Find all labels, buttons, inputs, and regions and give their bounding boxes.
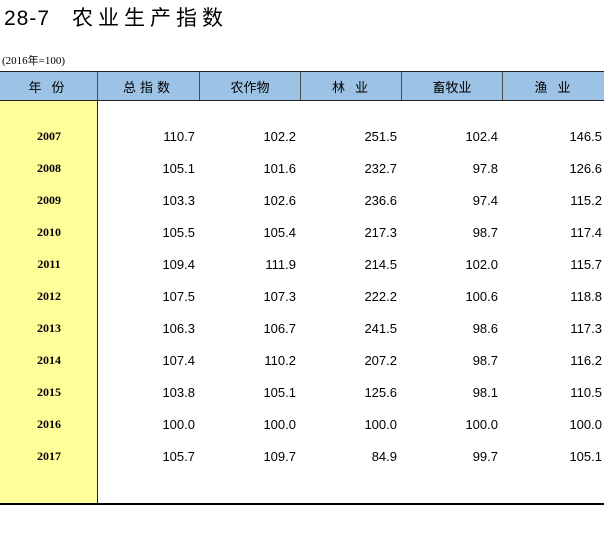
forestry-cell: 214.5 <box>364 256 397 272</box>
crops-cell: 105.4 <box>263 224 296 240</box>
total-index-cell: 103.3 <box>162 192 195 208</box>
table-body: 2007 110.7 102.2 251.5 102.4 146.5 2008 105.1 10… <box>0 120 604 472</box>
year-cell: 2007 <box>37 128 61 143</box>
fishery-cell: 110.5 <box>570 384 602 400</box>
fishery-cell: 105.1 <box>569 448 602 464</box>
table-title: 农业生产指数 <box>72 6 229 30</box>
year-cell: 2013 <box>37 320 61 335</box>
forestry-cell: 236.6 <box>364 192 397 208</box>
crops-cell: 109.7 <box>263 448 296 464</box>
table-row: 2017 105.7 109.7 84.9 99.7 105.1 <box>0 440 604 472</box>
animal-husbandry-cell: 98.7 <box>472 352 498 368</box>
forestry-cell: 125.6 <box>364 384 397 400</box>
fishery-cell: 116.2 <box>570 352 602 368</box>
total-index-cell: 109.4 <box>162 256 195 272</box>
year-cell: 2008 <box>37 160 61 175</box>
table-header: 年份 总指数 农作物 林业 畜牧业 渔业 <box>0 71 604 101</box>
total-index-cell: 105.7 <box>162 448 195 464</box>
crops-cell: 105.1 <box>263 384 296 400</box>
animal-husbandry-cell: 102.4 <box>465 128 498 144</box>
header-forestry: 林业 <box>301 72 402 100</box>
animal-husbandry-cell: 100.0 <box>465 416 498 432</box>
total-index-cell: 103.8 <box>162 384 195 400</box>
forestry-cell: 217.3 <box>364 224 397 240</box>
header-animal-husbandry: 畜牧业 <box>402 72 503 100</box>
crops-cell: 101.6 <box>263 160 296 176</box>
forestry-cell: 222.2 <box>364 288 397 304</box>
table-number: 28-7 <box>4 7 51 30</box>
animal-husbandry-cell: 98.7 <box>472 224 498 240</box>
crops-cell: 102.2 <box>263 128 296 144</box>
animal-husbandry-cell: 99.7 <box>472 448 498 464</box>
year-column-background <box>0 101 98 504</box>
animal-husbandry-cell: 97.4 <box>472 192 498 208</box>
fishery-cell: 126.6 <box>569 160 602 176</box>
table-row: 2015 103.8 105.1 125.6 98.1 110.5 <box>0 376 604 408</box>
crops-cell: 107.3 <box>263 288 296 304</box>
header-fishery: 渔业 <box>534 80 581 96</box>
fishery-cell: 146.5 <box>569 128 602 144</box>
table-bottom-rule <box>0 503 604 505</box>
year-cell: 2009 <box>37 192 61 207</box>
crops-cell: 100.0 <box>263 416 296 432</box>
year-cell: 2012 <box>37 288 61 303</box>
forestry-cell: 100.0 <box>364 416 397 432</box>
year-cell: 2016 <box>37 416 61 431</box>
forestry-cell: 232.7 <box>364 160 397 176</box>
fishery-cell: 117.4 <box>570 224 602 240</box>
table-row: 2008 105.1 101.6 232.7 97.8 126.6 <box>0 152 604 184</box>
total-index-cell: 106.3 <box>162 320 195 336</box>
year-cell: 2015 <box>37 384 61 399</box>
animal-husbandry-cell: 102.0 <box>465 256 498 272</box>
year-cell: 2010 <box>37 224 61 239</box>
year-cell: 2011 <box>37 256 61 271</box>
year-cell: 2017 <box>37 448 61 463</box>
table-row: 2012 107.5 107.3 222.2 100.6 118.8 <box>0 280 604 312</box>
year-cell: 2014 <box>37 352 61 367</box>
total-index-cell: 105.5 <box>162 224 195 240</box>
animal-husbandry-cell: 98.1 <box>472 384 498 400</box>
header-crops: 农作物 <box>200 72 301 100</box>
forestry-cell: 84.9 <box>371 448 397 464</box>
table-row: 2014 107.4 110.2 207.2 98.7 116.2 <box>0 344 604 376</box>
forestry-cell: 251.5 <box>364 128 397 144</box>
crops-cell: 102.6 <box>263 192 296 208</box>
base-year-note: (2016年=100) <box>2 55 66 67</box>
fishery-cell: 100.0 <box>569 416 602 432</box>
fishery-cell: 118.8 <box>570 288 602 304</box>
forestry-cell: 241.5 <box>364 320 397 336</box>
table-row: 2007 110.7 102.2 251.5 102.4 146.5 <box>0 120 604 152</box>
animal-husbandry-cell: 100.6 <box>465 288 498 304</box>
total-index-cell: 100.0 <box>162 416 195 432</box>
page-title: 28-7 农业生产指数 <box>4 4 228 33</box>
total-index-cell: 107.5 <box>162 288 195 304</box>
header-year: 年份 <box>0 72 98 100</box>
header-total-index: 总指数 <box>98 72 200 100</box>
animal-husbandry-cell: 98.6 <box>472 320 498 336</box>
total-index-cell: 110.7 <box>163 128 195 144</box>
table-row: 2009 103.3 102.6 236.6 97.4 115.2 <box>0 184 604 216</box>
animal-husbandry-cell: 97.8 <box>472 160 498 176</box>
fishery-cell: 117.3 <box>570 320 602 336</box>
fishery-cell: 115.7 <box>570 256 602 272</box>
table-row: 2010 105.5 105.4 217.3 98.7 117.4 <box>0 216 604 248</box>
total-index-cell: 107.4 <box>162 352 195 368</box>
crops-cell: 111.9 <box>265 256 296 272</box>
fishery-cell: 115.2 <box>570 192 602 208</box>
total-index-cell: 105.1 <box>162 160 195 176</box>
crops-cell: 106.7 <box>263 320 296 336</box>
table-row: 2016 100.0 100.0 100.0 100.0 100.0 <box>0 408 604 440</box>
crops-cell: 110.2 <box>264 352 296 368</box>
table-row: 2011 109.4 111.9 214.5 102.0 115.7 <box>0 248 604 280</box>
table-row: 2013 106.3 106.7 241.5 98.6 117.3 <box>0 312 604 344</box>
forestry-cell: 207.2 <box>364 352 397 368</box>
